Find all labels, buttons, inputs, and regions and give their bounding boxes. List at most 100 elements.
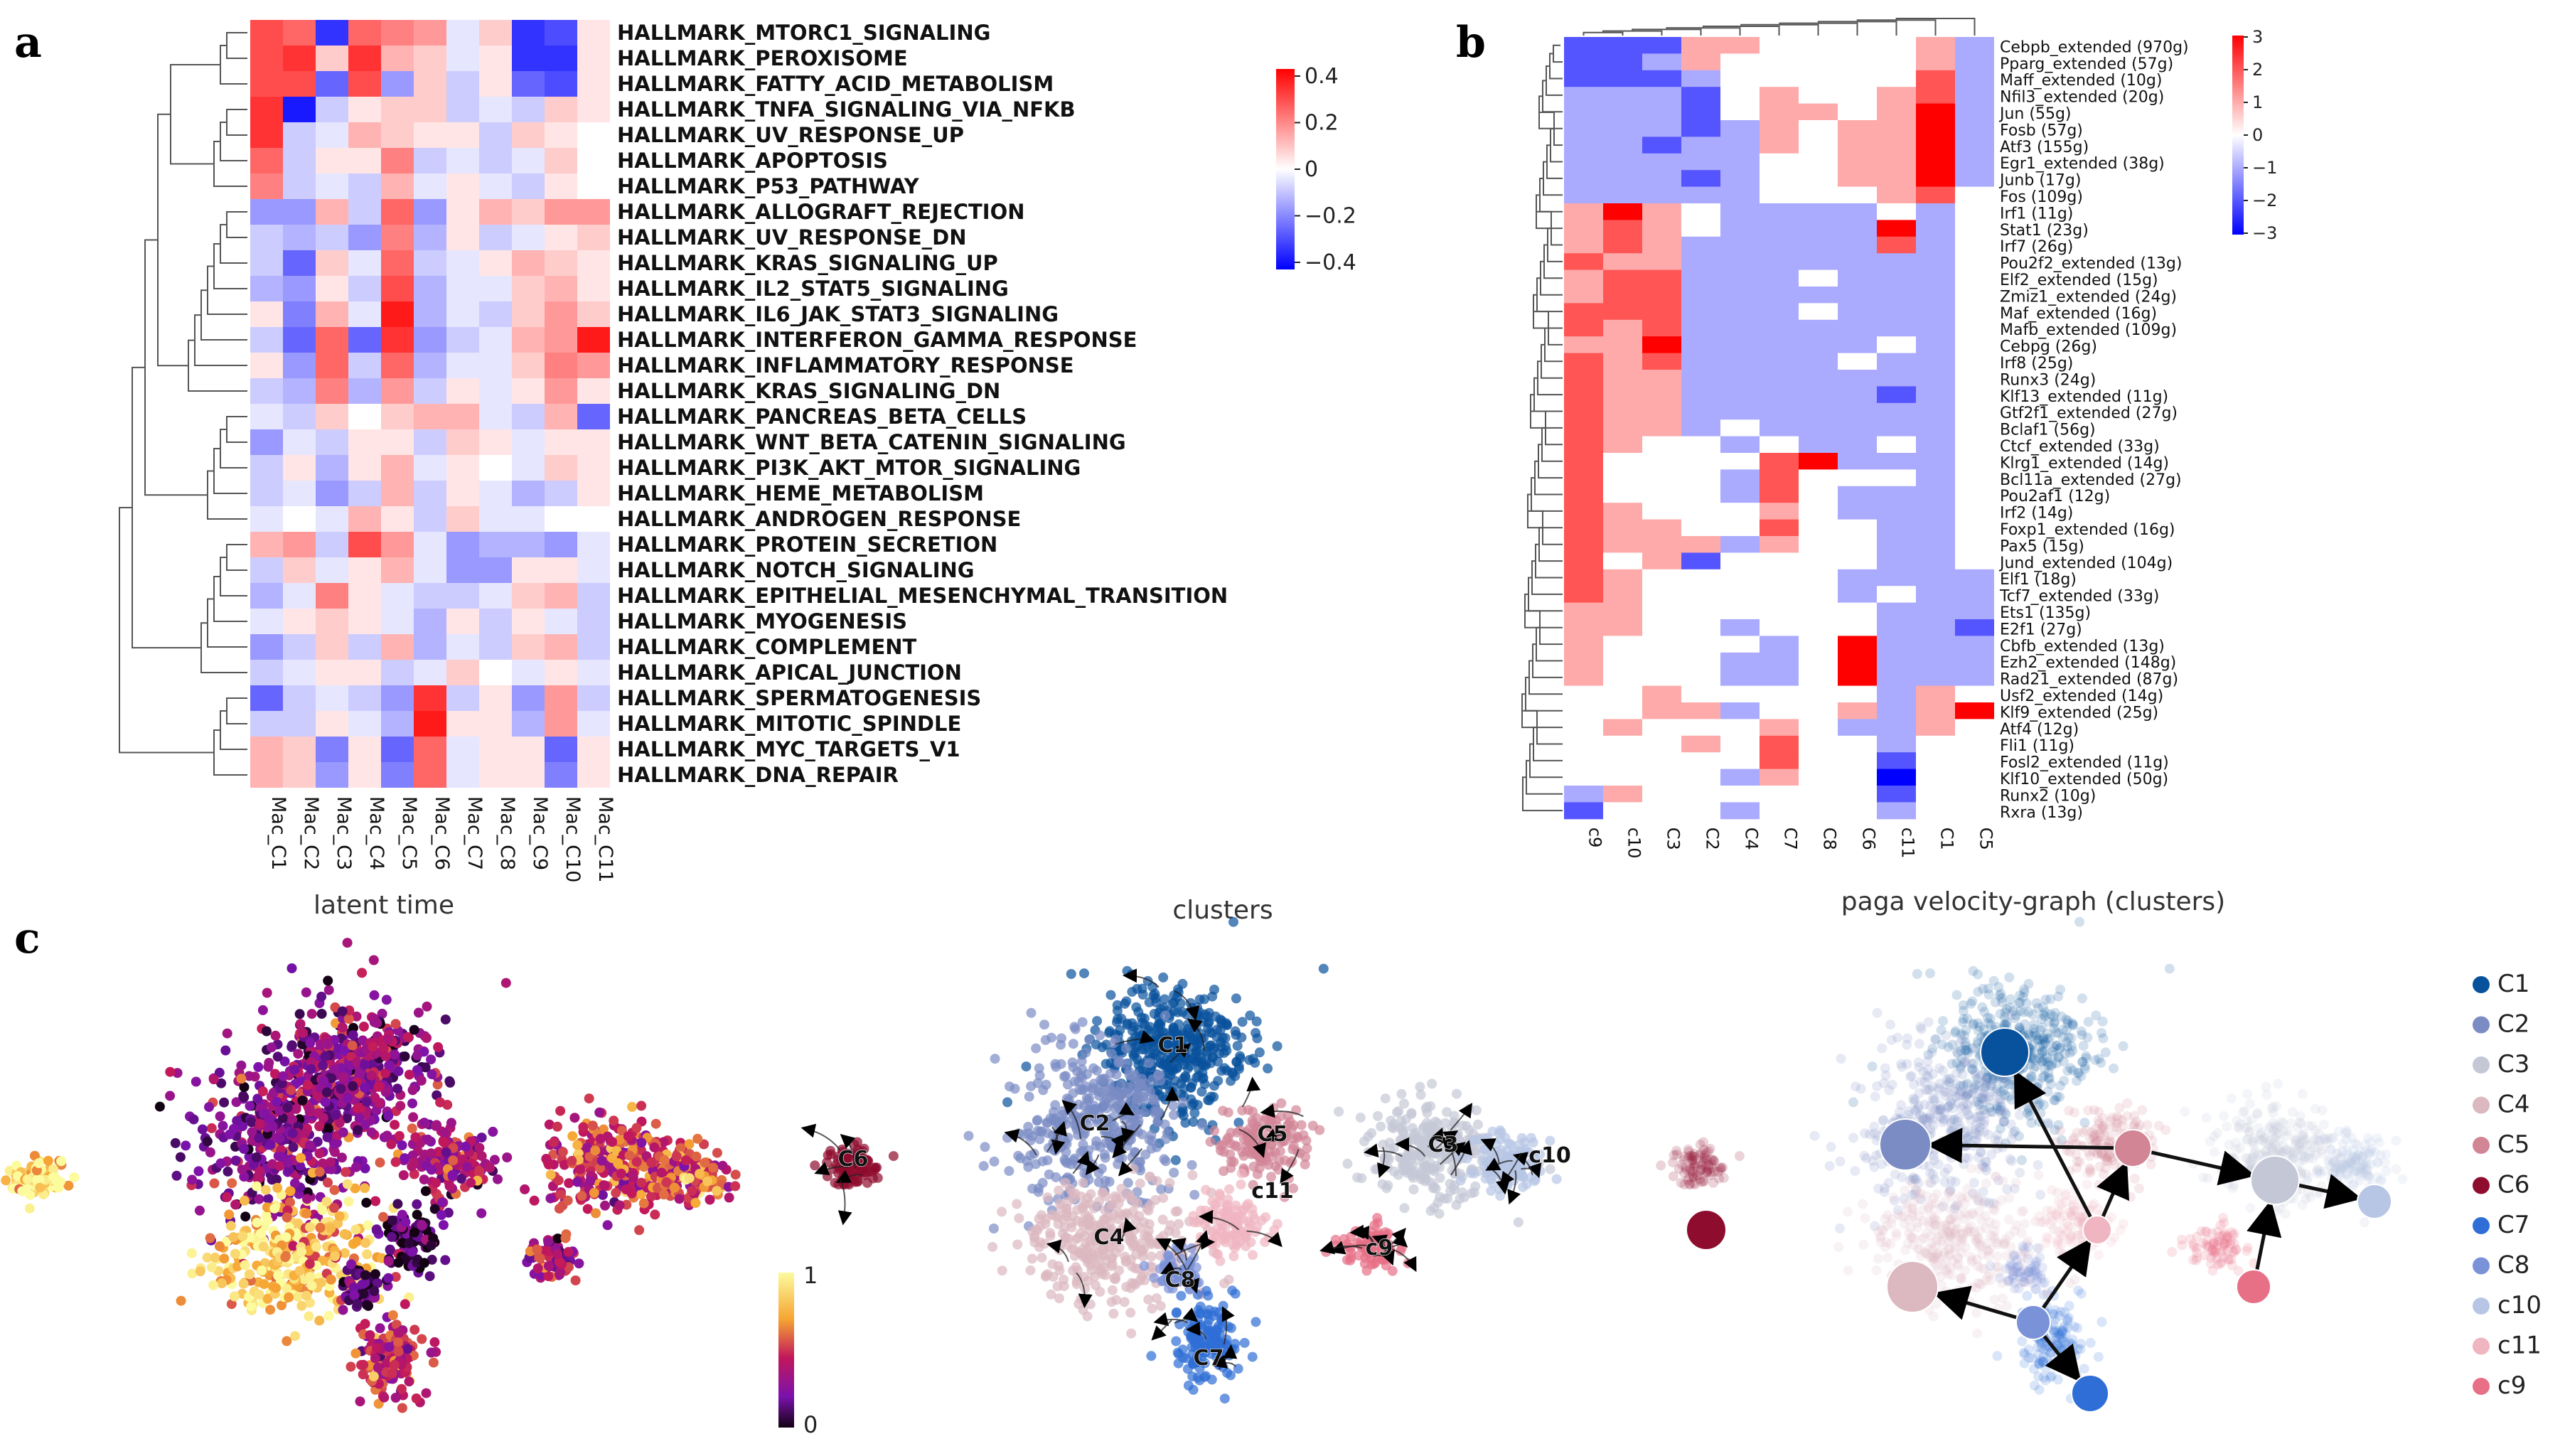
cell-point — [623, 1131, 633, 1142]
cell-point — [1039, 1238, 1050, 1249]
cell-point — [567, 1131, 578, 1142]
heatmap-b-cell — [1916, 253, 1955, 271]
heatmap-b-cell — [1760, 236, 1799, 254]
cell-point — [390, 1157, 401, 1167]
cell-point — [656, 1167, 667, 1178]
heatmap-b-row-label: Usf2_extended (14g) — [2000, 687, 2163, 705]
heatmap-b-cell — [1564, 287, 1603, 304]
heatmap-b-cell — [1877, 536, 1916, 553]
cell-point — [1207, 991, 1218, 1002]
heatmap-b-cell — [1955, 53, 1994, 71]
cell-point — [563, 1247, 574, 1257]
heatmap-a-cell — [479, 737, 512, 762]
heatmap-b-cell — [1720, 652, 1760, 670]
cell-point — [360, 1270, 370, 1280]
heatmap-a-cell — [414, 532, 446, 557]
heatmap-b-cell — [1877, 336, 1916, 354]
heatmap-a-cell — [283, 711, 316, 737]
cell-point — [1014, 1213, 1024, 1224]
heatmap-a-cell — [479, 660, 512, 685]
heatmap-b-cell — [1877, 186, 1916, 204]
heatmap-b-cell — [1916, 735, 1955, 753]
heatmap-b-cell — [1838, 136, 1877, 154]
cell-point — [1040, 1219, 1051, 1229]
heatmap-b-cell — [1720, 786, 1760, 803]
cell-point — [360, 1319, 370, 1329]
heatmap-b-cell — [1799, 220, 1838, 237]
heatmap-a-cell — [577, 225, 610, 250]
cell-point — [1342, 1158, 1353, 1169]
cell-point — [1105, 1243, 1115, 1253]
cell-point — [1359, 1136, 1369, 1147]
heatmap-b-cell — [1564, 253, 1603, 271]
heatmap-a-cell — [512, 46, 545, 71]
heatmap-b-row-label: Cebpg (26g) — [2000, 338, 2097, 356]
cell-point — [191, 1076, 201, 1087]
heatmap-a-cell — [512, 199, 545, 225]
cell-point — [1037, 1177, 1048, 1188]
heatmap-b-cell — [1838, 735, 1877, 753]
heatmap-a-cell — [479, 404, 512, 429]
heatmap-b-cell — [1720, 236, 1760, 254]
cell-point — [331, 1110, 341, 1120]
cell-point — [371, 1224, 382, 1235]
heatmap-b-cell — [1642, 719, 1681, 737]
heatmap-a-cell — [446, 583, 479, 609]
dendrogram-branch — [213, 141, 247, 187]
cell-point — [631, 1157, 642, 1167]
heatmap-b-cell — [1603, 453, 1642, 470]
heatmap-b-cell — [1642, 669, 1681, 687]
cell-point — [1050, 1145, 1061, 1156]
cell-point — [1192, 1372, 1203, 1383]
cell-point — [1231, 993, 1241, 1004]
heatmap-a-cell — [316, 122, 348, 148]
cell-point — [205, 1147, 215, 1157]
cell-point — [600, 1200, 610, 1211]
heatmap-b-cell — [1955, 419, 1994, 437]
heatmap-a-cell — [381, 762, 414, 788]
heatmap-b-cell — [1720, 53, 1760, 71]
cell-point — [541, 1154, 552, 1164]
dendrogram-branch — [226, 697, 247, 724]
heatmap-b-cell — [1720, 419, 1760, 437]
colorbar-a-tick-label: 0.2 — [1305, 111, 1339, 136]
cell-point — [1401, 1114, 1411, 1125]
heatmap-a-cell — [577, 481, 610, 506]
cell-point — [305, 1272, 316, 1283]
heatmap-b-cell — [1760, 536, 1799, 553]
cell-point — [239, 1082, 250, 1092]
heatmap-b-cell — [1838, 602, 1877, 620]
heatmap-b-cell — [1642, 486, 1681, 503]
heatmap-a-cell — [381, 557, 414, 583]
heatmap-a-cell — [381, 685, 414, 711]
cell-point — [409, 1024, 419, 1035]
cell-point — [432, 1120, 442, 1130]
heatmap-b-cell — [1720, 453, 1760, 470]
cell-point — [1054, 1185, 1064, 1196]
cell-point — [353, 1125, 363, 1135]
cell-point — [1276, 1111, 1286, 1122]
heatmap-a-cell — [348, 276, 381, 301]
heatmap-b-cell — [1564, 569, 1603, 587]
heatmap-b-cell — [1681, 120, 1720, 137]
heatmap-b-cell — [1838, 386, 1877, 404]
heatmap-b-cell — [1799, 203, 1838, 220]
cell-point — [1252, 1169, 1263, 1179]
cell-point — [395, 1101, 406, 1111]
heatmap-a-cell — [283, 122, 316, 148]
cell-point — [357, 1280, 368, 1290]
cell-point — [856, 1155, 867, 1165]
heatmap-a-cell — [577, 173, 610, 199]
heatmap-b-cell — [1799, 87, 1838, 105]
cell-point — [295, 1075, 306, 1086]
heatmap-b-cell — [1916, 685, 1955, 703]
heatmap-a-cell — [479, 46, 512, 71]
heatmap-b-cell — [1760, 136, 1799, 154]
heatmap-a-cell — [545, 455, 577, 481]
cell-point — [298, 1027, 308, 1038]
heatmap-b-cell — [1760, 419, 1799, 437]
heatmap-a-column-label: Mac_C11 — [594, 796, 616, 882]
colorbar-a-tick-label: −0.4 — [1305, 250, 1356, 275]
cell-point — [456, 1173, 466, 1184]
heatmap-b-cell — [1877, 37, 1916, 54]
